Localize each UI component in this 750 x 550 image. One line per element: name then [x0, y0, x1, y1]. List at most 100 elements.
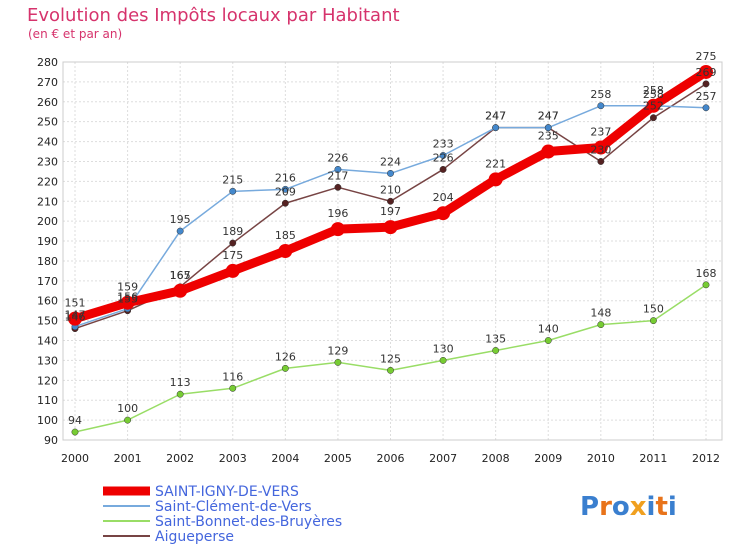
- legend-item: SAINT-IGNY-DE-VERS: [103, 484, 299, 500]
- data-point: [334, 358, 342, 366]
- x-tick-label: 2011: [639, 452, 667, 465]
- plot-background: [63, 62, 722, 440]
- chart-title: Evolution des Impôts locaux par Habitant: [27, 5, 400, 26]
- data-point: [439, 152, 447, 159]
- y-tick-label: 100: [37, 414, 58, 427]
- x-tick-label: 2004: [271, 452, 299, 465]
- data-point: [225, 263, 240, 278]
- data-label: 125: [380, 352, 401, 365]
- y-tick-label: 170: [37, 275, 58, 288]
- legend-item: Saint-Clément-de-Vers: [103, 499, 312, 515]
- data-point: [334, 183, 342, 191]
- data-label: 257: [696, 90, 717, 103]
- data-label: 247: [485, 110, 506, 123]
- data-label: 196: [327, 207, 348, 220]
- data-label: 233: [433, 138, 454, 151]
- data-point: [649, 114, 657, 122]
- logo-letter: t: [655, 492, 667, 522]
- data-point: [229, 384, 237, 392]
- legend-label: SAINT-IGNY-DE-VERS: [155, 484, 299, 500]
- data-label: 258: [643, 84, 664, 97]
- data-point: [646, 98, 661, 113]
- y-tick-label: 140: [37, 335, 58, 348]
- logo-letter: x: [630, 492, 647, 522]
- logo-letter: P: [580, 492, 599, 522]
- data-label: 159: [117, 281, 138, 294]
- data-point: [281, 199, 289, 207]
- data-label: 247: [538, 110, 559, 123]
- plot-area: 90 100 110 120 130 140 150 160 170 180 190 200 210 22…: [37, 50, 723, 465]
- data-label: 140: [538, 323, 559, 336]
- data-point: [702, 281, 710, 289]
- series: [68, 64, 713, 326]
- data-label: 216: [275, 171, 296, 184]
- data-label: 209: [275, 185, 296, 198]
- y-tick-label: 160: [37, 295, 58, 308]
- y-tick-label: 280: [37, 56, 58, 69]
- data-point: [229, 187, 237, 195]
- data-label: 230: [590, 143, 611, 156]
- data-label: 156: [117, 291, 138, 304]
- y-tick-label: 240: [37, 136, 58, 149]
- y-tick-label: 190: [37, 235, 58, 248]
- legend-label: Aigueperse: [155, 529, 234, 545]
- data-point: [229, 239, 237, 247]
- legend: SAINT-IGNY-DE-VERSSaint-Clément-de-VersS…: [103, 484, 342, 545]
- data-label: 237: [590, 126, 611, 139]
- data-label: 94: [68, 414, 82, 427]
- data-label: 151: [65, 297, 86, 310]
- data-label: 126: [275, 350, 296, 363]
- data-point: [334, 165, 342, 173]
- data-label: 226: [327, 151, 348, 164]
- y-tick-label: 210: [37, 195, 58, 208]
- data-label: 275: [696, 50, 717, 63]
- data-label: 269: [696, 66, 717, 79]
- data-point: [699, 64, 713, 79]
- data-label: 130: [433, 342, 454, 355]
- data-label: 155: [117, 293, 138, 306]
- logo-letter: i: [668, 492, 677, 522]
- x-tick-label: 2000: [61, 452, 89, 465]
- y-tick-label: 110: [37, 394, 58, 407]
- y-tick-label: 230: [37, 155, 58, 168]
- data-label: 210: [380, 183, 401, 196]
- y-tick-label: 200: [37, 215, 58, 228]
- data-label: 224: [380, 155, 401, 168]
- logo-letter: i: [647, 492, 656, 522]
- y-tick-label: 260: [37, 96, 58, 109]
- data-point: [387, 197, 394, 205]
- data-label: 226: [433, 151, 454, 164]
- legend-label: Saint-Bonnet-des-Bruyères: [155, 514, 342, 530]
- y-tick-label: 130: [37, 354, 58, 367]
- y-tick-label: 270: [37, 76, 58, 89]
- data-point: [541, 144, 556, 159]
- brand-logo: Proxiti: [580, 492, 677, 522]
- y-tick-label: 150: [37, 315, 58, 328]
- x-tick-label: 2008: [482, 452, 510, 465]
- legend-label: Saint-Clément-de-Vers: [155, 499, 312, 515]
- data-label: 258: [590, 88, 611, 101]
- legend-item: Aigueperse: [103, 529, 234, 545]
- x-tick-label: 2002: [166, 452, 194, 465]
- data-label: 247: [485, 110, 506, 123]
- plot-border: [62, 61, 723, 441]
- data-label: 147: [65, 309, 86, 322]
- data-label: 148: [590, 307, 611, 320]
- x-tick-label: 2009: [534, 452, 562, 465]
- data-label: 113: [170, 376, 191, 389]
- data-label: 252: [643, 100, 664, 113]
- data-label: 235: [538, 130, 559, 143]
- x-tick-label: 2003: [219, 452, 247, 465]
- data-label: 165: [170, 269, 191, 282]
- data-label: 116: [222, 370, 243, 383]
- data-point: [702, 104, 710, 112]
- legend-item: Saint-Bonnet-des-Bruyères: [103, 514, 342, 530]
- data-label: 168: [696, 267, 717, 280]
- data-label: 215: [222, 173, 243, 186]
- x-tick-label: 2006: [377, 452, 405, 465]
- data-label: 175: [222, 249, 243, 262]
- logo-letter: r: [599, 492, 612, 522]
- data-point: [120, 295, 135, 310]
